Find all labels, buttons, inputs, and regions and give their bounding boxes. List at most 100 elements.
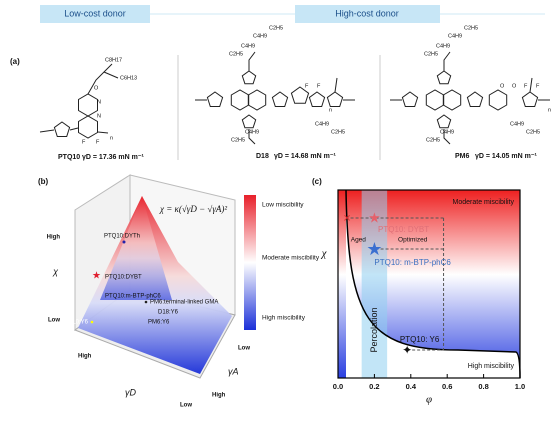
molecule-gamma: γD = 14.05 mN m⁻¹ bbox=[475, 153, 538, 160]
bond bbox=[443, 129, 451, 145]
molecule-gamma: γD = 14.68 mN m⁻¹ bbox=[274, 153, 337, 160]
guide bbox=[347, 217, 445, 351]
annotation: Percolation bbox=[369, 307, 379, 352]
ring bbox=[521, 91, 539, 107]
atom-label: C4H9 bbox=[440, 129, 454, 135]
atom-label: N bbox=[97, 99, 101, 105]
atom-label: C2H5 bbox=[269, 25, 283, 31]
point bbox=[90, 320, 94, 324]
atom-label: n bbox=[110, 135, 113, 141]
star: ★ bbox=[366, 239, 382, 259]
surface-peak bbox=[100, 196, 172, 300]
star: ★ bbox=[368, 210, 381, 226]
ring bbox=[290, 86, 310, 104]
x-tick-label: 0.2 bbox=[369, 382, 379, 391]
colorbar-label: Moderate miscibility bbox=[262, 255, 320, 262]
atom-label: O bbox=[512, 83, 517, 89]
atom-label: C4H9 bbox=[253, 33, 267, 39]
point bbox=[144, 300, 148, 304]
x-tick-label: 0.0 bbox=[333, 382, 343, 391]
ring bbox=[53, 121, 71, 137]
ring bbox=[466, 91, 484, 107]
x-tick-label: 0.8 bbox=[478, 382, 488, 391]
bond bbox=[97, 131, 109, 134]
ring bbox=[241, 114, 257, 129]
y-axis-title: χ bbox=[321, 248, 328, 260]
x-tick-label: 0.6 bbox=[442, 382, 452, 391]
axis-label: High bbox=[78, 354, 92, 360]
point-label: PTQ10:Y6 bbox=[60, 320, 89, 326]
point-label: PTQ10:m-BTP-phC6 bbox=[105, 294, 161, 300]
atom-label: n bbox=[329, 107, 332, 113]
atom-label: C4H9 bbox=[448, 33, 462, 39]
ring bbox=[78, 93, 98, 117]
atom-label: C4H9 bbox=[510, 121, 524, 127]
point-label: PM6:Y6 bbox=[148, 320, 170, 326]
ring bbox=[271, 91, 289, 107]
atom-label: N bbox=[97, 113, 101, 119]
atom-label: F bbox=[536, 83, 540, 89]
tag-box bbox=[40, 5, 150, 23]
atom-label: F bbox=[82, 139, 86, 145]
colorbar bbox=[244, 195, 256, 330]
bond bbox=[103, 71, 119, 79]
tag: Low-cost donor bbox=[64, 8, 126, 18]
point-label: PM6:terminal-linked GMA bbox=[150, 300, 218, 306]
bond bbox=[443, 51, 451, 71]
atom-label: F bbox=[524, 83, 528, 89]
ring bbox=[326, 91, 344, 107]
ring bbox=[442, 89, 462, 111]
binodal bbox=[345, 189, 521, 379]
phase-diagram: 0.0 0.2 0.4 0.6 0.8 1.0 φ χ ★ ✕ ★ ✦ Moderate miscibi… bbox=[321, 189, 525, 406]
molecule-gamma: γD = 17.36 mN m⁻¹ bbox=[82, 154, 145, 161]
atom-label: F bbox=[305, 83, 309, 89]
point-label: PTQ10:DYBT bbox=[105, 275, 142, 281]
axes bbox=[337, 189, 521, 379]
star: ✦ bbox=[402, 343, 412, 357]
ring bbox=[436, 114, 452, 129]
star: ★ bbox=[92, 271, 101, 282]
atom-label: O bbox=[94, 85, 99, 91]
tag-box bbox=[295, 5, 440, 23]
molecule-name: D18 bbox=[256, 153, 269, 160]
annotation: PTQ10: m-BTP-phC6 bbox=[374, 258, 451, 267]
bond bbox=[334, 77, 338, 93]
axis-label: Low bbox=[238, 346, 250, 352]
ring bbox=[308, 91, 326, 107]
atom-label: C2H5 bbox=[426, 137, 440, 143]
atom-label: C4H9 bbox=[245, 129, 259, 135]
ring bbox=[436, 70, 452, 85]
x-tick-label: 1.0 bbox=[515, 382, 525, 391]
molecule-name: PM6 bbox=[455, 153, 470, 160]
cross: ✕ bbox=[343, 214, 351, 225]
ring bbox=[78, 115, 98, 139]
x-axis-title: φ bbox=[426, 394, 432, 406]
atom-label: C8H17 bbox=[105, 57, 122, 63]
ring bbox=[488, 89, 508, 111]
bond bbox=[69, 127, 79, 131]
colorbar-label: High miscibility bbox=[262, 315, 306, 322]
axis-title: γA bbox=[228, 366, 239, 376]
ring bbox=[247, 89, 267, 111]
ring bbox=[425, 89, 445, 111]
atom-label: C2H5 bbox=[331, 129, 345, 135]
atom-label: C2H5 bbox=[231, 137, 245, 143]
axis-title: χ bbox=[52, 266, 59, 276]
point-label: D18:Y6 bbox=[158, 310, 179, 316]
panel-label: (a) bbox=[10, 57, 20, 66]
annotation: Aged bbox=[351, 237, 367, 244]
atom-label: C2H5 bbox=[464, 25, 478, 31]
ring bbox=[241, 70, 257, 85]
annotation: High miscibility bbox=[468, 363, 515, 370]
axis-label: High bbox=[47, 235, 61, 241]
atom-label: F bbox=[317, 83, 321, 89]
ring bbox=[206, 91, 224, 107]
point bbox=[122, 240, 126, 244]
ring bbox=[230, 89, 250, 111]
atom-label: C4H9 bbox=[241, 43, 255, 49]
atom-label: C6H13 bbox=[120, 75, 137, 81]
ring bbox=[401, 91, 419, 107]
annotation: Optimized bbox=[398, 237, 428, 244]
